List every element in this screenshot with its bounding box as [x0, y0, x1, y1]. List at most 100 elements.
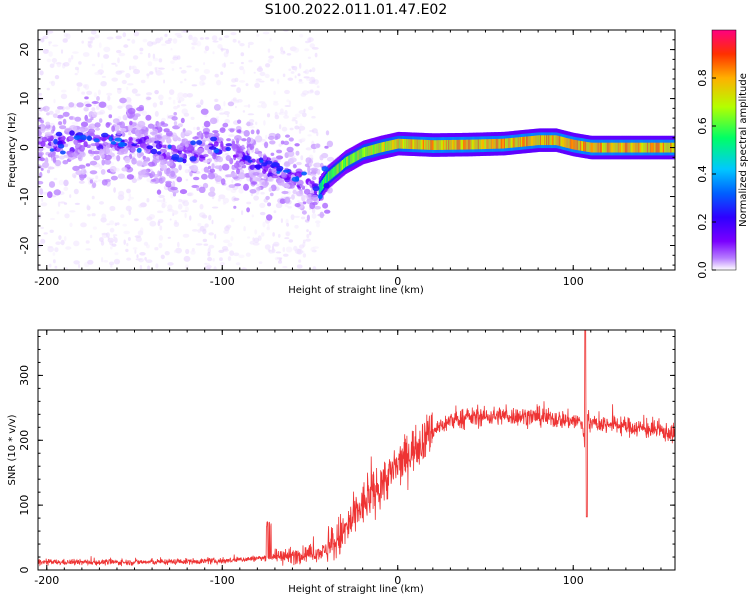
spectrogram-ridge-cell [472, 139, 475, 150]
spectrogram-speckle [265, 63, 271, 68]
spectrogram-speckle [126, 86, 129, 91]
spectrogram-speckle [103, 46, 111, 53]
spectrogram-ridge-cell [462, 139, 464, 150]
spectrogram-speckle [159, 100, 163, 106]
spectrogram-speckle [212, 51, 215, 55]
spectrogram-speckle [50, 80, 56, 87]
spectrogram-ridge-cell [658, 142, 661, 153]
spectrogram-ridge-cell [330, 169, 332, 180]
spectrogram-ridge-cell [345, 157, 347, 168]
spectrogram-ridge-cell [651, 142, 654, 153]
spectrogram-cluster [162, 177, 166, 182]
snr-y-tick-label: 100 [18, 495, 31, 516]
spectrogram-ridge-cell [367, 146, 369, 157]
spectrogram-cluster [228, 184, 236, 189]
spectrogram-ridge-cell [447, 140, 449, 150]
spectrogram-speckle [255, 33, 260, 37]
spectrogram-speckle [246, 201, 252, 205]
spectrogram-speckle [278, 233, 281, 238]
spectrogram-cluster [137, 120, 146, 128]
spectrogram-speckle [49, 229, 54, 233]
spectrogram-highlight [167, 144, 172, 150]
spectrogram-speckle [234, 105, 237, 109]
spectrogram-ridge-cell [495, 138, 498, 149]
spectrogram-speckle [55, 241, 61, 245]
spectrogram-speckle [204, 223, 209, 228]
spectrogram-speckle [155, 263, 159, 269]
spectrogram-y-axis-label: Frequency (Hz) [7, 112, 18, 188]
spectrogram-ridge-cell [532, 135, 535, 146]
spectrogram-speckle [64, 267, 68, 270]
colorbar-ticks: 0.0 0.2 0.4 0.6 0.8 [696, 69, 716, 279]
spectrogram-cluster [256, 129, 260, 135]
spectrogram-ridge-cell [429, 140, 431, 150]
spectrogram-speckle [275, 202, 283, 209]
spectrogram-speckle [60, 93, 68, 100]
spectrogram-cluster [203, 131, 210, 135]
spectrogram-highlight [196, 140, 203, 145]
spectrogram-speckle [47, 246, 54, 253]
spectrogram-speckle [298, 259, 302, 263]
spectrogram-ridge-cell [607, 142, 609, 153]
spectrogram-cluster [145, 138, 153, 144]
spectrogram-speckle [111, 62, 117, 65]
spectrogram-ridge-cell [563, 137, 565, 147]
spectrogram-cluster [229, 128, 235, 133]
spectrogram-ridge-cell [614, 142, 617, 153]
spectrogram-ridge-cell [320, 181, 323, 192]
spectrogram-speckle [228, 134, 235, 137]
spectrogram-cluster [293, 164, 297, 168]
spectrogram-speckle [208, 232, 214, 236]
spectrogram-speckle [202, 214, 207, 219]
spectrogram-ridge-cell [555, 135, 558, 146]
spectrogram-speckle [195, 243, 203, 246]
spectrogram-speckle [274, 111, 278, 117]
spectrogram-speckle [71, 121, 79, 126]
spectrogram-ridge-cell [639, 142, 642, 153]
spectrogram-speckle [253, 195, 259, 201]
spectrogram-ridge-cell [419, 139, 422, 150]
spectrogram-speckle [235, 262, 241, 266]
spectrogram-cluster [130, 146, 136, 153]
spectrogram-cluster [116, 130, 122, 136]
spectrogram-ridge-cell [333, 167, 336, 177]
spectrogram-speckle [56, 211, 60, 215]
spectrogram-speckle [229, 62, 235, 64]
spectrogram-ridge-cell [584, 141, 586, 152]
spectrogram-speckle [54, 265, 58, 269]
spectrogram-speckle [52, 44, 59, 47]
spectrogram-cluster [305, 157, 312, 164]
spectrogram-speckle [106, 36, 114, 40]
spectrogram-speckle [118, 52, 126, 57]
spectrogram-speckle [123, 44, 129, 48]
spectrogram-speckle [109, 205, 116, 212]
spectrogram-speckle [294, 224, 299, 229]
spectrogram-speckle [308, 106, 314, 111]
spectrogram-speckle [146, 41, 154, 47]
spectrogram-speckle [298, 81, 304, 84]
spectrogram-speckle [116, 222, 120, 226]
spectrogram-ridge-cell [420, 139, 423, 150]
spectrogram-speckle [43, 232, 48, 235]
spectrogram-ridge-cell [629, 142, 631, 153]
spectrogram-y-tick-label: 0 [18, 144, 31, 151]
spectrogram-speckle [203, 69, 210, 74]
spectrogram-speckle [131, 88, 138, 94]
spectrogram-cluster [269, 192, 274, 197]
spectrogram-ridge-cell [449, 140, 451, 150]
spectrogram-ridge-cell [428, 140, 430, 150]
spectrogram-speckle [207, 267, 211, 270]
spectrogram-speckle [187, 93, 192, 98]
spectrogram-ridge-cell [378, 143, 381, 153]
spectrogram-cluster [280, 140, 285, 145]
spectrogram-ridge-cell [636, 142, 639, 153]
spectrogram-speckle [280, 50, 286, 55]
spectrogram-cluster [198, 130, 203, 138]
spectrogram-cluster [212, 152, 217, 160]
spectrogram-speckle [289, 127, 294, 131]
spectrogram-cluster [319, 154, 324, 161]
spectrogram-speckle [77, 86, 80, 92]
colorbar: 0.0 0.2 0.4 0.6 0.8 Normalized spectral ampl… [696, 29, 749, 279]
spectrogram-ridge-cell [523, 136, 525, 147]
spectrogram-speckle [311, 128, 318, 134]
